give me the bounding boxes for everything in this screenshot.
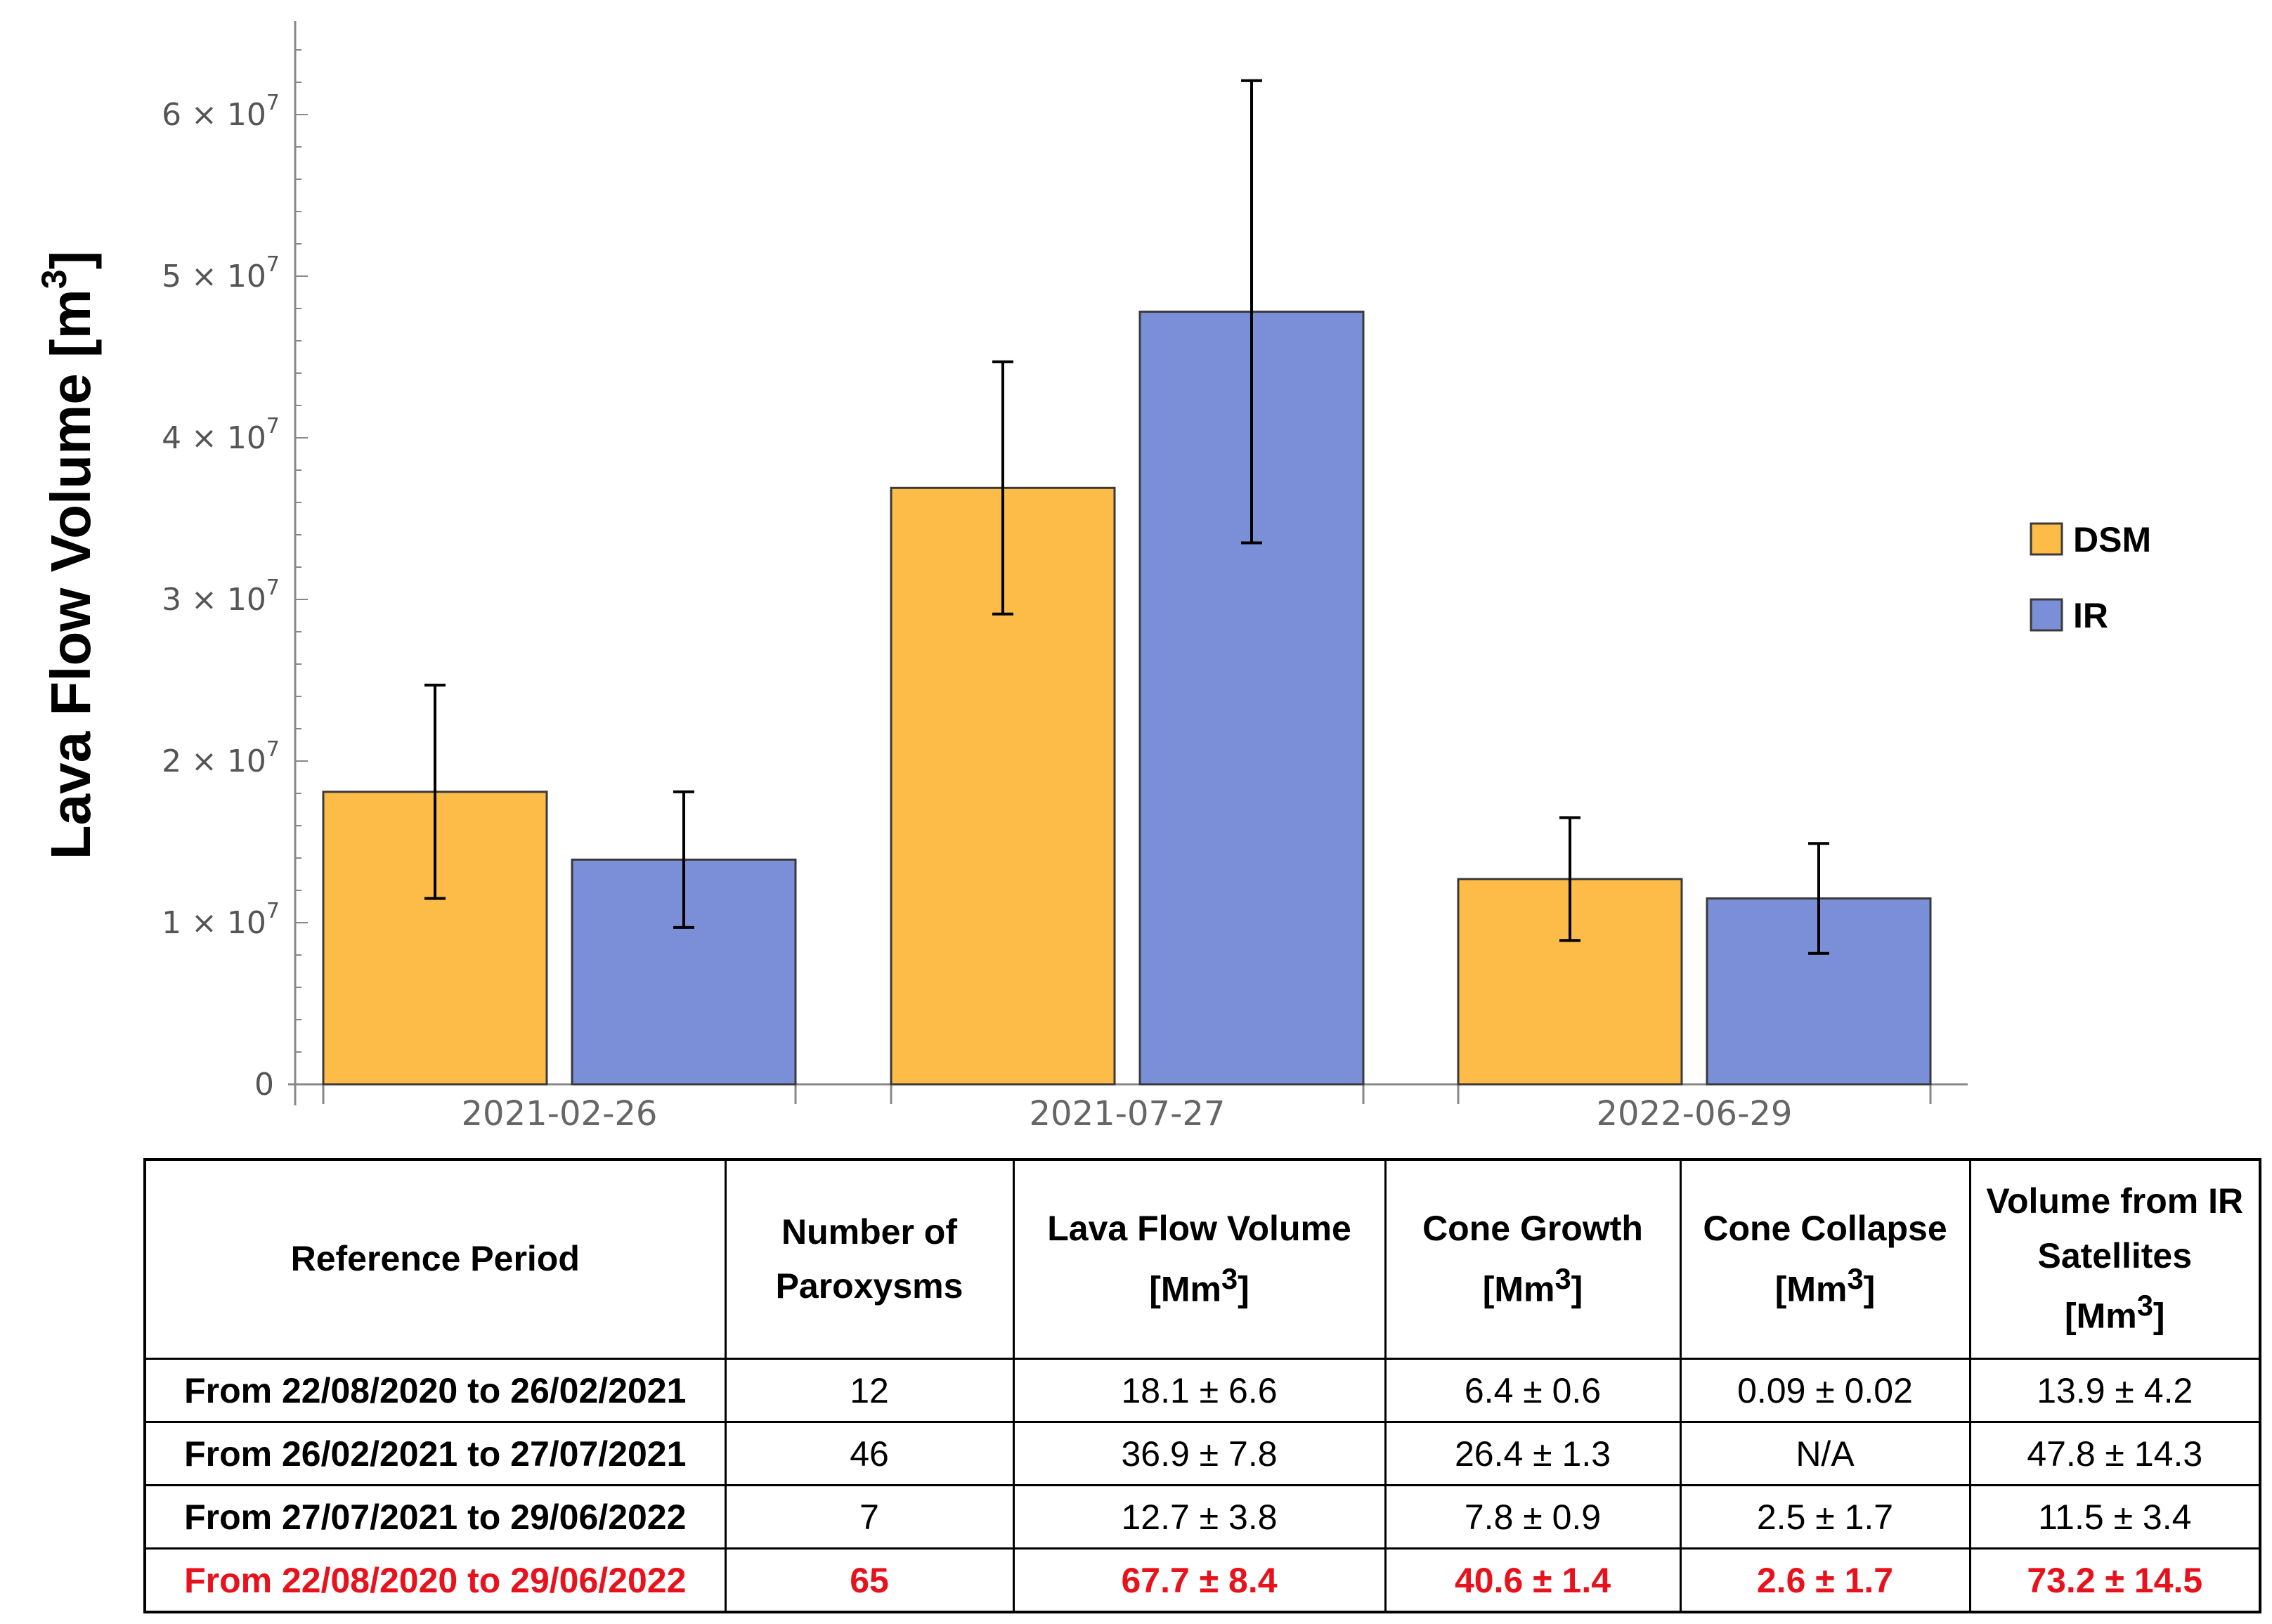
cell-cone-collapse: 2.6 ± 1.7 (1679, 1547, 1971, 1613)
cell-cone-collapse: N/A (1679, 1421, 1971, 1486)
cell-cone-collapse: 0.09 ± 0.02 (1679, 1358, 1971, 1423)
cell-ir-volume: 13.9 ± 4.2 (1968, 1358, 2261, 1423)
y-tick-label: 4 × 107 (162, 414, 280, 456)
table-row: From 27/07/2021 to 29/06/2022 7 12.7 ± 3… (143, 1484, 2261, 1550)
y-tick-label: 6 × 107 (162, 91, 280, 133)
cell-ir-volume: 47.8 ± 14.3 (1968, 1421, 2261, 1486)
y-tick-label: 0 (254, 1067, 274, 1103)
cell-paroxysms: 12 (724, 1358, 1015, 1423)
y-tick-label: 3 × 107 (162, 576, 280, 618)
cell-lava-volume: 36.9 ± 7.8 (1012, 1421, 1387, 1486)
header-lava-flow-volume: Lava Flow Volume [Mm3] (1012, 1158, 1387, 1360)
header-cone-growth: Cone Growth [Mm3] (1384, 1158, 1682, 1360)
header-number-of-paroxysms: Number of Paroxysms (724, 1158, 1015, 1360)
legend-swatch-dsm (2030, 522, 2063, 556)
cell-cone-growth: 7.8 ± 0.9 (1384, 1484, 1682, 1550)
y-axis-label: Lava Flow Volume [m3] (34, 251, 102, 859)
cell-paroxysms: 65 (724, 1547, 1015, 1613)
y-tick-label: 5 × 107 (162, 252, 280, 294)
y-tick-label: 1 × 107 (162, 899, 280, 941)
x-axis: 2021-02-26 2021-07-27 2022-06-29 (288, 1083, 1968, 1133)
table-row: From 26/02/2021 to 27/07/2021 46 36.9 ± … (143, 1421, 2261, 1486)
cell-period: From 27/07/2021 to 29/06/2022 (143, 1484, 727, 1550)
cell-lava-volume: 67.7 ± 8.4 (1012, 1547, 1387, 1613)
cell-period: From 22/08/2020 to 26/02/2021 (143, 1358, 727, 1423)
y-axis-title: Lava Flow Volume [m3] (34, 251, 102, 859)
bar-chart: Lava Flow Volume [m3] 0 1 × 107 2 × 107 3 ×… (34, 21, 2151, 1133)
table-header-row: Reference Period Number of Paroxysms Lav… (143, 1158, 2261, 1360)
y-tick-label: 2 × 107 (162, 737, 280, 779)
legend: DSM IR (2030, 520, 2151, 635)
cell-cone-growth: 6.4 ± 0.6 (1384, 1358, 1682, 1423)
table-row-total: From 22/08/2020 to 29/06/2022 65 67.7 ± … (143, 1547, 2261, 1613)
legend-swatch-ir (2030, 598, 2063, 632)
x-tick-label: 2022-06-29 (1597, 1094, 1793, 1133)
header-reference-period: Reference Period (143, 1158, 727, 1360)
cell-paroxysms: 7 (724, 1484, 1015, 1550)
cell-lava-volume: 12.7 ± 3.8 (1012, 1484, 1387, 1550)
bars (322, 311, 1932, 1086)
header-cone-collapse: Cone Collapse [Mm3] (1679, 1158, 1971, 1360)
cell-period: From 26/02/2021 to 27/07/2021 (143, 1421, 727, 1486)
y-axis: 0 1 × 107 2 × 107 3 × 107 4 × 107 5 × 107 6 × … (162, 21, 308, 1105)
legend-label-dsm: DSM (2073, 520, 2151, 559)
cell-cone-growth: 26.4 ± 1.3 (1384, 1421, 1682, 1486)
table-row: From 22/08/2020 to 26/02/2021 12 18.1 ± … (143, 1358, 2261, 1423)
cell-period: From 22/08/2020 to 29/06/2022 (143, 1547, 727, 1613)
header-volume-from-ir-satellites: Volume from IR Satellites [Mm3] (1968, 1158, 2261, 1360)
legend-label-ir: IR (2073, 596, 2108, 635)
x-tick-label: 2021-02-26 (462, 1094, 658, 1133)
cell-lava-volume: 18.1 ± 6.6 (1012, 1358, 1387, 1423)
x-tick-label: 2021-07-27 (1030, 1094, 1226, 1133)
summary-table: Reference Period Number of Paroxysms Lav… (143, 1158, 2261, 1613)
cell-ir-volume: 11.5 ± 3.4 (1968, 1484, 2261, 1550)
cell-ir-volume: 73.2 ± 14.5 (1968, 1547, 2261, 1613)
error-bars (424, 79, 1829, 955)
cell-cone-growth: 40.6 ± 1.4 (1384, 1547, 1682, 1613)
cell-cone-collapse: 2.5 ± 1.7 (1679, 1484, 1971, 1550)
cell-paroxysms: 46 (724, 1421, 1015, 1486)
